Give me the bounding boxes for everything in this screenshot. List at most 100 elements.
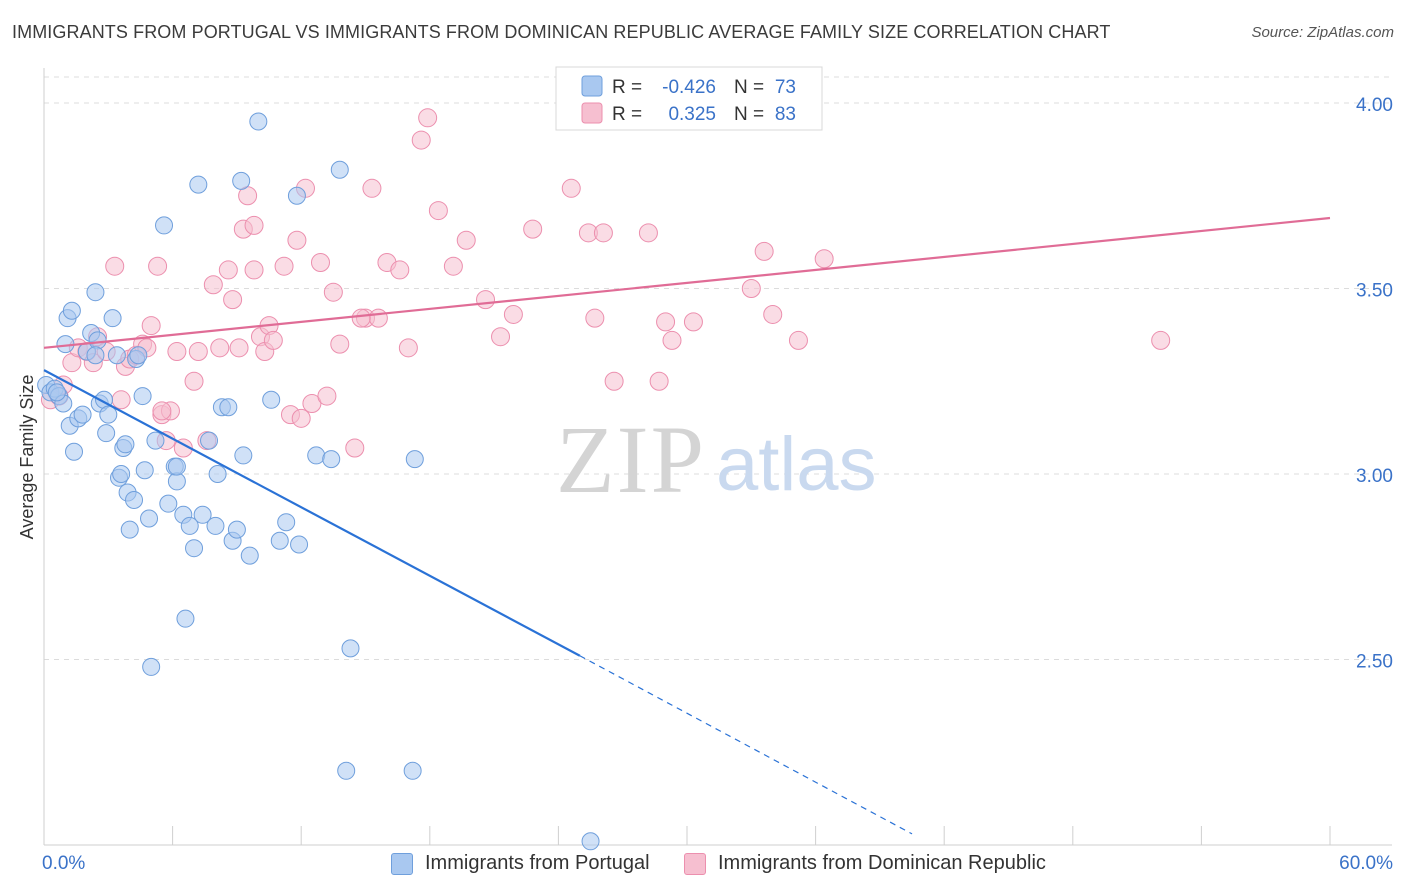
portugal-point-70 [167, 457, 186, 476]
watermark-atlas: atlas [716, 422, 877, 507]
dominican-point-70 [649, 371, 669, 391]
portugal-point-67 [403, 761, 422, 780]
dominican-point-76 [763, 304, 783, 324]
portugal-point-45 [193, 505, 212, 524]
dominican-point-30 [229, 338, 249, 358]
dominican-point-47 [330, 334, 350, 354]
portugal-point-57 [262, 390, 281, 409]
portugal-point-50 [219, 398, 238, 417]
portugal-point-46 [200, 431, 219, 450]
portugal-point-55 [240, 546, 259, 565]
portugal-point-37 [159, 494, 178, 513]
dominican-point-79 [1151, 330, 1171, 350]
legend-r-value-dominican: 0.325 [668, 104, 716, 125]
dominican-point-37 [263, 330, 283, 350]
dominican-point-72 [662, 330, 682, 350]
portugal-points [37, 112, 600, 851]
portugal-point-23 [112, 464, 131, 483]
dominican-point-61 [491, 327, 511, 347]
dominican-point-56 [418, 108, 438, 128]
legend-n-value-dominican: 83 [775, 104, 796, 125]
dominican-point-53 [390, 260, 410, 280]
dominican-point-63 [523, 219, 543, 239]
dominican-point-80 [244, 215, 264, 235]
dominican-point-43 [302, 393, 322, 413]
y-tick-label-3: 4.00 [1356, 95, 1393, 116]
trend-lines [43, 216, 1331, 835]
portugal-point-36 [155, 216, 174, 235]
dominican-point-45 [317, 386, 337, 406]
dominican-republic-points [40, 108, 1171, 458]
portugal-point-43 [185, 539, 204, 558]
legend-item-dominican: Immigrants from Dominican Republic [684, 852, 1046, 875]
dominican-point-68 [604, 371, 624, 391]
portugal-point-48 [208, 464, 227, 483]
portugal-trend-line [43, 369, 581, 657]
dominican-point-50 [362, 178, 382, 198]
portugal-point-54 [234, 446, 253, 465]
portugal-point-65 [337, 761, 356, 780]
dominican-point-27 [210, 338, 230, 358]
legend-item-portugal: Immigrants from Portugal [391, 852, 650, 875]
portugal-point-8 [62, 301, 81, 320]
legend-n-label-dominican: N = [734, 104, 764, 125]
dominican-point-64 [561, 178, 581, 198]
portugal-point-15 [88, 331, 107, 350]
dominican-point-46 [323, 282, 343, 302]
dominican-point-74 [741, 278, 761, 298]
legend-r-value-portugal: -0.426 [662, 77, 716, 98]
dominican-point-38 [274, 256, 294, 276]
tick-labels: 2.50 3.00 3.50 4.00 0.0% 60.0% [42, 95, 1393, 874]
portugal-point-41 [176, 609, 195, 628]
legend-swatch-dominican [581, 102, 603, 124]
portugal-point-47 [206, 516, 225, 535]
dominican-point-40 [287, 230, 307, 250]
portugal-point-61 [290, 535, 309, 554]
dominican-point-28 [218, 260, 238, 280]
legend-n-label-portugal: N = [734, 77, 764, 98]
portugal-point-68 [405, 450, 424, 469]
portugal-point-9 [65, 442, 84, 461]
dominican-point-66 [585, 308, 605, 328]
legend-swatch-portugal-bottom [391, 852, 413, 875]
portugal-point-28 [125, 490, 144, 509]
dominican-point-55 [411, 130, 431, 150]
dominican-point-73 [683, 312, 703, 332]
dominican-point-77 [788, 330, 808, 350]
portugal-point-71 [86, 346, 105, 365]
dominican-point-9 [105, 256, 125, 276]
dominican-point-21 [167, 342, 187, 362]
dominican-point-75 [754, 241, 774, 261]
portugal-trend-extension [579, 655, 913, 835]
dominican-point-29 [223, 290, 243, 310]
dominican-point-16 [141, 316, 161, 336]
dominican-point-24 [188, 342, 208, 362]
axes [43, 68, 1392, 846]
legend-swatch-dominican-bottom [684, 852, 706, 875]
x-tick-label-min: 0.0% [42, 853, 85, 874]
dominican-point-44 [310, 253, 330, 273]
portugal-point-56 [249, 112, 268, 131]
dominican-point-57 [428, 201, 448, 221]
portugal-point-21 [107, 346, 126, 365]
correlation-legend: R = -0.426 N = 73 R = 0.325 N = 83 [555, 66, 823, 131]
dominican-point-54 [398, 338, 418, 358]
portugal-point-66 [341, 639, 360, 658]
portugal-point-52 [227, 520, 246, 539]
portugal-point-20 [103, 309, 122, 328]
legend-r-label-dominican: R = [612, 104, 642, 125]
dominican-point-51 [368, 308, 388, 328]
y-axis-label: Average Family Size [17, 375, 37, 540]
dominican-point-48 [345, 438, 365, 458]
portugal-point-19 [99, 405, 118, 424]
portugal-point-30 [129, 346, 148, 365]
dominican-point-67 [593, 223, 613, 243]
dominican-point-26 [203, 275, 223, 295]
legend-label-portugal: Immigrants from Portugal [425, 852, 650, 874]
legend-swatch-portugal [581, 75, 603, 97]
legend-label-dominican: Immigrants from Dominican Republic [718, 852, 1046, 874]
portugal-point-60 [287, 186, 306, 205]
dominican-point-23 [184, 371, 204, 391]
portugal-point-35 [146, 431, 165, 450]
